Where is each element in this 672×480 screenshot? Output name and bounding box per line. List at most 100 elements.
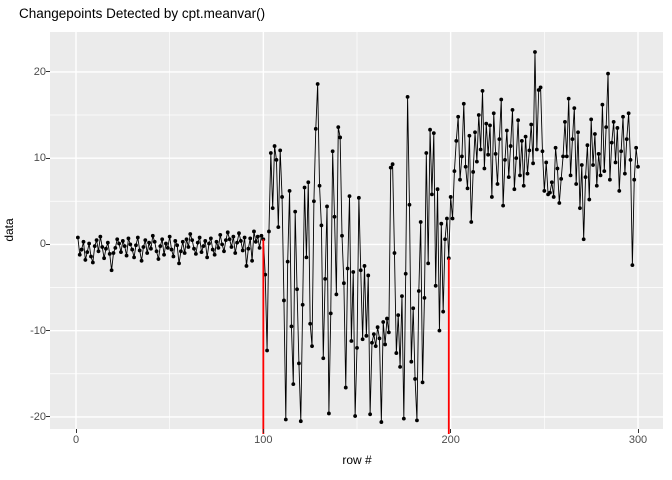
data-point — [175, 243, 180, 248]
data-point — [424, 151, 429, 155]
x-tick-mark — [75, 429, 77, 433]
y-tick-label: 20 — [33, 65, 46, 78]
data-point — [330, 149, 335, 154]
data-point — [208, 236, 213, 241]
data-point — [231, 234, 236, 239]
data-point — [608, 177, 612, 182]
plot-panel — [50, 32, 663, 434]
data-point — [600, 102, 605, 107]
data-point — [122, 244, 127, 249]
x-tick-label: 0 — [72, 434, 80, 446]
data-point — [594, 183, 599, 188]
data-point — [591, 163, 595, 167]
data-point — [437, 328, 442, 333]
data-point — [516, 118, 521, 123]
data-point — [128, 242, 133, 247]
x-axis-title: row # — [342, 453, 372, 467]
data-point — [415, 418, 419, 423]
x-tick-label: 300 — [628, 434, 648, 446]
data-point — [162, 252, 166, 257]
data-point — [563, 120, 567, 124]
data-point — [463, 164, 468, 169]
data-point — [403, 271, 408, 276]
data-point — [235, 240, 240, 245]
data-point — [458, 177, 462, 182]
data-point — [171, 254, 176, 259]
data-point — [405, 95, 410, 99]
data-point — [257, 245, 262, 250]
data-point — [340, 233, 344, 238]
data-point — [203, 239, 208, 243]
data-point — [197, 235, 202, 240]
data-point — [267, 229, 271, 234]
y-tick-label: -10 — [30, 324, 46, 337]
data-point — [362, 264, 367, 268]
data-point — [368, 412, 373, 417]
data-point — [587, 197, 592, 202]
data-point — [81, 239, 86, 244]
data-point — [495, 182, 500, 186]
data-point — [297, 361, 301, 366]
data-point — [164, 241, 168, 246]
data-point — [334, 292, 339, 297]
data-point — [418, 220, 423, 224]
data-point — [568, 173, 573, 178]
data-point — [276, 225, 281, 230]
data-point — [319, 223, 324, 228]
data-point — [137, 248, 142, 253]
data-point — [83, 258, 88, 262]
data-point — [222, 249, 226, 254]
data-point — [501, 203, 506, 208]
data-point — [544, 160, 549, 165]
data-point — [413, 377, 417, 381]
data-point — [278, 148, 283, 153]
data-point — [115, 237, 120, 242]
data-point — [606, 71, 610, 76]
data-point — [98, 234, 103, 239]
data-point — [351, 270, 356, 274]
data-point — [452, 169, 457, 173]
data-point — [79, 247, 84, 252]
data-point — [246, 246, 251, 251]
data-point — [431, 131, 436, 136]
data-point — [523, 134, 528, 139]
data-point — [227, 237, 232, 242]
data-point — [557, 201, 562, 205]
data-point — [120, 239, 125, 243]
data-point — [145, 251, 150, 255]
data-point — [596, 151, 601, 156]
data-point — [107, 251, 112, 256]
data-point — [321, 356, 326, 361]
data-point — [341, 281, 346, 286]
data-point — [622, 171, 627, 176]
data-point — [578, 206, 582, 211]
data-point — [104, 246, 108, 251]
data-point — [289, 324, 294, 329]
data-point — [506, 175, 511, 180]
data-point — [531, 161, 535, 166]
data-point — [519, 139, 524, 143]
data-point — [152, 239, 157, 244]
data-point — [167, 234, 172, 239]
data-point — [626, 111, 631, 116]
data-point — [534, 147, 539, 152]
data-point — [190, 238, 195, 242]
data-point — [540, 149, 545, 154]
data-point — [388, 165, 393, 170]
data-point — [634, 145, 639, 150]
data-point — [373, 344, 378, 349]
data-point — [143, 238, 148, 242]
data-point — [411, 306, 416, 311]
data-point — [493, 151, 498, 156]
data-point — [396, 313, 401, 318]
data-point — [282, 298, 286, 303]
data-point — [400, 294, 404, 299]
data-point — [210, 247, 215, 252]
data-point — [272, 144, 277, 148]
data-point — [293, 209, 298, 214]
data-point — [589, 117, 594, 122]
data-point — [345, 266, 350, 271]
data-point — [130, 247, 135, 252]
data-point — [259, 233, 264, 238]
data-point — [381, 320, 386, 324]
